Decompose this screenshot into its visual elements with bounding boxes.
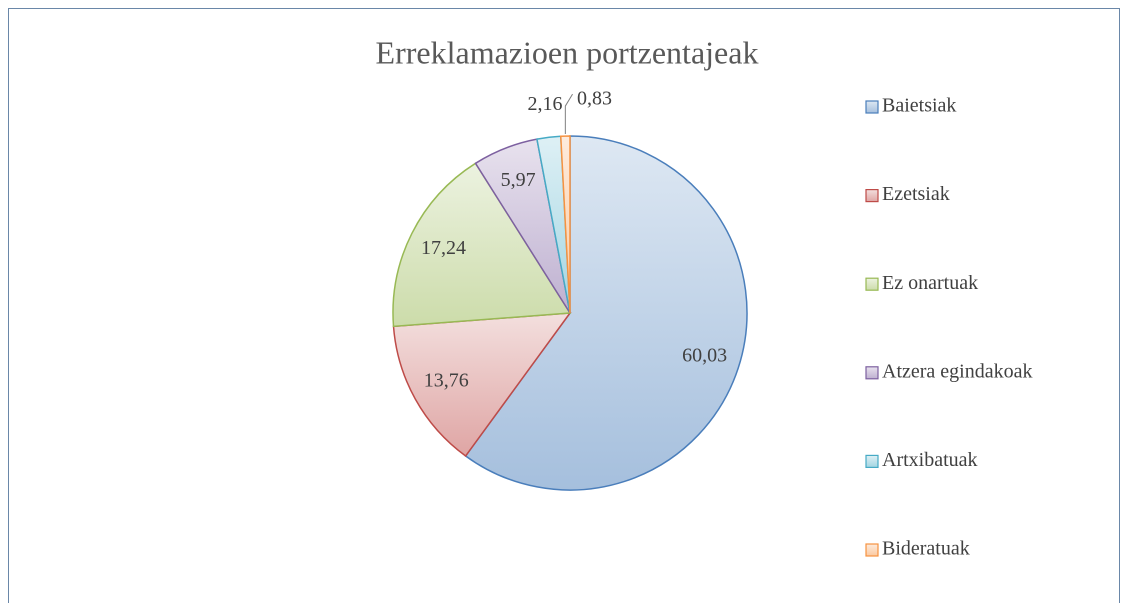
- data-label: 0,83: [577, 88, 612, 110]
- data-label: 2,16: [527, 93, 562, 115]
- pie-slice: [392, 312, 572, 458]
- data-label: 13,76: [424, 369, 469, 391]
- legend-label: Atzera egindakoak: [882, 360, 1032, 382]
- legend-label: Artxibatuak: [882, 449, 978, 471]
- legend-swatch: [865, 543, 879, 557]
- legend-label: Ezetsiak: [882, 183, 950, 205]
- legend-swatch: [865, 189, 879, 203]
- legend-label: Bideratuak: [882, 538, 970, 560]
- pie-slice: [559, 135, 571, 314]
- data-label: 60,03: [682, 345, 727, 367]
- legend-swatch: [865, 366, 879, 380]
- legend-label: Baietsiak: [882, 95, 956, 117]
- data-label: 17,24: [421, 237, 466, 259]
- pie-slice: [392, 162, 572, 328]
- pie-slice: [464, 135, 748, 491]
- legend-label: Ez onartuak: [882, 272, 978, 294]
- data-label: 5,97: [501, 169, 536, 191]
- chart-title: Erreklamazioen portzentajeak: [376, 34, 759, 70]
- legend-swatch: [865, 277, 879, 291]
- legend-swatch: [865, 100, 879, 114]
- leader-line: [564, 93, 573, 135]
- legend-swatch: [865, 454, 879, 468]
